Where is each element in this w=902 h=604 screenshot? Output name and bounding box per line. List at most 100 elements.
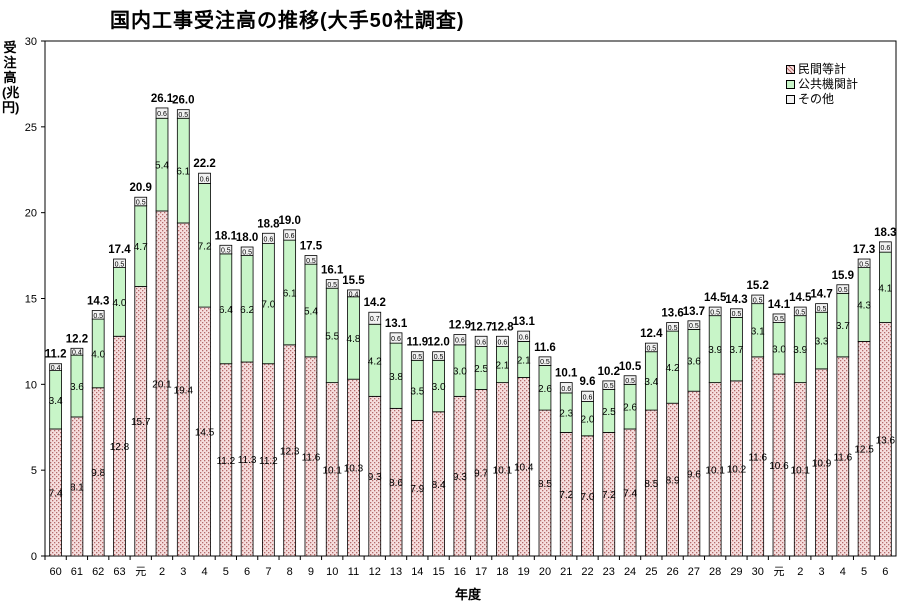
x-tick-label: 16 — [454, 566, 466, 578]
data-label-private: 7.2 — [602, 490, 616, 501]
data-label-public: 2.5 — [602, 407, 616, 418]
data-label-other: 0.6 — [200, 176, 210, 183]
y-tick-label: 0 — [31, 551, 37, 563]
x-tick-label: 23 — [603, 566, 615, 578]
bar-segment-other — [389, 332, 403, 344]
chart-title: 国内工事受注高の推移(大手50社調査) — [110, 10, 465, 32]
bar-segment-other — [240, 246, 254, 256]
data-label-public: 4.3 — [857, 301, 871, 312]
total-label: 12.4 — [640, 328, 663, 340]
x-tick-label: 18 — [496, 566, 508, 578]
data-label-other: 0.4 — [51, 365, 61, 372]
total-label: 15.5 — [342, 275, 365, 287]
bar-segment-other — [623, 375, 637, 385]
total-label: 12.7 — [470, 321, 492, 333]
x-tick-label: 6 — [882, 566, 888, 578]
x-tick-label: 10 — [326, 566, 338, 578]
total-label: 13.7 — [683, 306, 705, 318]
data-label-private: 9.3 — [368, 472, 382, 483]
x-tick-label: 28 — [709, 566, 721, 578]
bar-segment-other — [176, 109, 190, 119]
data-label-other: 0.5 — [434, 354, 444, 361]
bar-segment-other — [836, 284, 850, 294]
data-label-private: 19.4 — [174, 385, 194, 396]
data-label-public: 3.0 — [432, 382, 446, 393]
x-tick-label: 22 — [581, 566, 593, 578]
data-label-private: 8.4 — [432, 480, 446, 491]
x-tick-label: 5 — [861, 566, 867, 578]
legend-swatch-other — [786, 95, 795, 104]
bar-segment-other — [708, 306, 722, 317]
data-label-private: 7.4 — [623, 488, 637, 499]
data-label-public: 4.1 — [878, 283, 892, 294]
bar-segment-other — [198, 172, 211, 184]
data-label-public: 4.0 — [91, 349, 105, 360]
total-label: 20.9 — [130, 182, 152, 194]
data-label-public: 4.2 — [666, 363, 680, 374]
legend-label-other: その他 — [798, 92, 835, 106]
data-label-other: 0.5 — [753, 297, 763, 304]
data-label-private: 10.1 — [493, 465, 513, 476]
x-tick-label: 26 — [666, 566, 678, 578]
total-label: 17.4 — [108, 244, 131, 256]
data-label-public: 4.7 — [134, 242, 148, 253]
data-label-private: 10.2 — [727, 464, 747, 475]
total-label: 12.9 — [449, 320, 471, 332]
legend: 民間等計 公共機関計 その他 — [786, 62, 858, 107]
data-label-other: 0.5 — [540, 359, 550, 366]
data-label-private: 7.2 — [559, 490, 573, 501]
data-label-other: 0.5 — [859, 261, 869, 268]
total-label: 18.1 — [215, 230, 238, 242]
bar-segment-other — [644, 342, 658, 353]
data-label-public: 5.4 — [304, 307, 318, 318]
total-label: 22.2 — [193, 158, 215, 170]
legend-swatch-private — [786, 65, 795, 74]
data-label-public: 7.2 — [198, 241, 212, 252]
data-label-public: 7.0 — [261, 300, 275, 311]
x-tick-label: 62 — [92, 566, 104, 578]
total-label: 12.0 — [427, 337, 449, 349]
data-label-private: 9.3 — [453, 472, 467, 483]
data-label-other: 0.5 — [817, 306, 827, 313]
bar-segment-other — [453, 334, 467, 346]
x-tick-label: 4 — [202, 566, 208, 578]
x-tick-label: 60 — [50, 566, 62, 578]
bar-segment-other — [602, 380, 616, 390]
y-tick-label: 5 — [31, 465, 37, 477]
x-tick-label: 12 — [369, 566, 381, 578]
data-label-private: 10.1 — [791, 465, 811, 476]
total-label: 9.6 — [580, 376, 596, 388]
data-label-public: 3.5 — [410, 386, 424, 397]
legend-swatch-public — [786, 80, 795, 89]
y-tick-label: 10 — [25, 379, 37, 391]
x-tick-label: 元 — [773, 566, 784, 578]
x-tick-label: 25 — [645, 566, 657, 578]
data-label-public: 2.1 — [495, 361, 509, 372]
total-label: 17.5 — [300, 241, 323, 253]
data-label-private: 9.6 — [687, 470, 701, 481]
data-label-private: 11.6 — [833, 452, 852, 463]
x-tick-label: 8 — [287, 566, 293, 578]
total-label: 11.9 — [406, 337, 428, 349]
bar-segment-other — [857, 258, 871, 268]
data-label-public: 3.1 — [751, 326, 765, 337]
y-tick-label: 15 — [25, 294, 37, 306]
data-label-private: 10.1 — [705, 465, 725, 476]
x-tick-label: 5 — [223, 566, 229, 578]
total-label: 11.6 — [534, 342, 556, 354]
y-axis-label: 受注高(兆円) — [2, 40, 20, 115]
data-label-public: 3.9 — [793, 345, 807, 356]
data-label-public: 2.3 — [559, 409, 573, 420]
bar-segment-other — [772, 313, 786, 323]
data-label-private: 8.1 — [70, 482, 84, 493]
data-label-private: 7.4 — [49, 488, 63, 499]
bar-segment-other — [91, 310, 105, 320]
data-label-private: 20.1 — [152, 379, 172, 390]
total-label: 14.3 — [87, 296, 109, 308]
data-label-private: 14.5 — [195, 428, 215, 439]
total-label: 15.9 — [832, 270, 854, 282]
y-tick-label: 20 — [25, 208, 37, 220]
total-label: 10.1 — [555, 368, 578, 380]
data-label-other: 0.6 — [455, 338, 465, 345]
data-label-public: 2.1 — [517, 355, 531, 366]
